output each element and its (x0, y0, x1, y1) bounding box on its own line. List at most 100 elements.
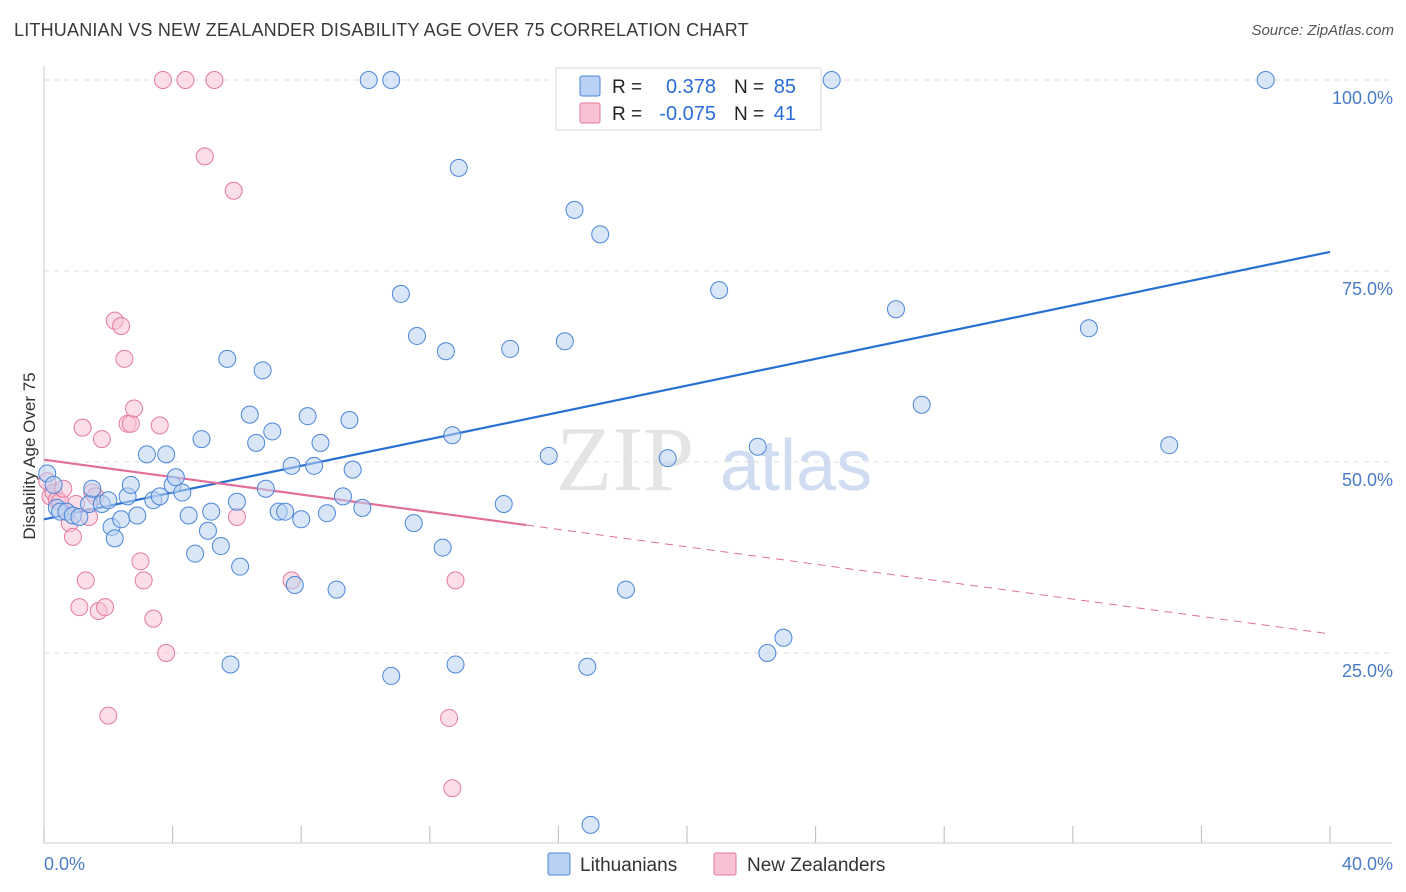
point-new-zealanders (446, 571, 465, 590)
point-lithuanians (44, 475, 63, 494)
point-lithuanians (436, 342, 455, 361)
point-new-zealanders (176, 71, 195, 89)
point-lithuanians (748, 437, 767, 456)
point-lithuanians (276, 502, 295, 521)
y-tick-label: 25.0% (1342, 661, 1393, 681)
point-new-zealanders (125, 399, 144, 418)
point-lithuanians (359, 71, 378, 89)
point-lithuanians (263, 422, 282, 441)
point-lithuanians (658, 449, 677, 468)
point-new-zealanders (70, 598, 89, 617)
point-lithuanians (218, 349, 237, 368)
point-lithuanians (112, 510, 131, 529)
point-lithuanians (407, 326, 426, 345)
point-new-zealanders (92, 430, 111, 449)
point-lithuanians (173, 483, 192, 502)
watermark-atlas: atlas (720, 426, 872, 506)
point-lithuanians (311, 433, 330, 452)
point-new-zealanders (144, 609, 163, 628)
x-tick-label: 0.0% (44, 854, 85, 874)
point-new-zealanders (150, 416, 169, 435)
y-tick-label: 100.0% (1332, 88, 1393, 108)
point-lithuanians (449, 158, 468, 177)
point-lithuanians (710, 281, 729, 300)
point-lithuanians (150, 487, 169, 506)
point-lithuanians (221, 655, 240, 674)
point-new-zealanders (121, 414, 140, 433)
point-lithuanians (298, 407, 317, 426)
point-lithuanians (822, 71, 841, 89)
point-lithuanians (192, 430, 211, 449)
point-lithuanians (70, 508, 89, 527)
point-lithuanians (202, 502, 221, 521)
legend-swatch-lithuanians (579, 75, 601, 97)
point-lithuanians (353, 498, 372, 517)
y-axis-label: Disability Age Over 75 (20, 372, 39, 539)
point-lithuanians (157, 445, 176, 464)
point-lithuanians (247, 433, 266, 452)
point-new-zealanders (63, 527, 82, 546)
legend-n-value-2: 41 (774, 103, 796, 125)
chart-title: LITHUANIAN VS NEW ZEALANDER DISABILITY A… (14, 20, 749, 40)
legend-n-label-1: N = (734, 77, 764, 98)
legend-n-label-2: N = (734, 104, 764, 125)
point-lithuanians (292, 510, 311, 529)
point-new-zealanders (157, 644, 176, 662)
point-lithuanians (83, 479, 102, 498)
point-lithuanians (912, 395, 931, 414)
point-lithuanians (1079, 319, 1098, 338)
point-lithuanians (285, 576, 304, 595)
bottom-legend-swatch-lithuanians (547, 852, 571, 876)
point-lithuanians (555, 332, 574, 351)
point-new-zealanders (96, 598, 115, 617)
point-lithuanians (105, 529, 124, 548)
legend-swatch-new-zealanders (579, 102, 601, 124)
point-lithuanians (179, 506, 198, 525)
point-lithuanians (404, 514, 423, 533)
point-new-zealanders (224, 181, 243, 200)
point-lithuanians (99, 491, 118, 510)
trend-lines (43, 250, 1331, 635)
point-new-zealanders (76, 571, 95, 590)
y-tick-label: 50.0% (1342, 470, 1393, 490)
point-lithuanians (758, 644, 777, 662)
point-lithuanians (446, 655, 465, 674)
point-lithuanians (591, 225, 610, 244)
point-lithuanians (198, 521, 217, 540)
point-new-zealanders (227, 508, 246, 527)
legend-r-value-1: 0.378 (666, 76, 716, 98)
point-lithuanians (1160, 436, 1179, 455)
legend-r-label-1: R = (612, 77, 642, 98)
point-lithuanians (137, 445, 156, 464)
point-lithuanians (128, 506, 147, 525)
point-lithuanians (340, 410, 359, 429)
trend-line-new-zealanders (43, 458, 527, 527)
point-new-zealanders (99, 706, 118, 725)
y-tick-label: 75.0% (1342, 279, 1393, 299)
point-new-zealanders (131, 552, 150, 571)
bottom-legend-new-zealanders: New Zealanders (747, 855, 885, 876)
legend-r-value-2: -0.075 (659, 103, 716, 125)
point-lithuanians (211, 537, 230, 556)
trend-line-new-zealanders-extension (526, 524, 1331, 635)
point-new-zealanders (440, 708, 459, 727)
point-lithuanians (382, 71, 401, 89)
point-new-zealanders (73, 418, 92, 437)
point-lithuanians (343, 460, 362, 479)
correlation-legend: R = 0.378 N = 85 R = -0.075 N = 41 (555, 67, 822, 131)
axes: 25.0% 50.0% 75.0% 100.0% 0.0% 40.0% (43, 66, 1393, 874)
data-points (38, 71, 1275, 834)
point-lithuanians (256, 479, 275, 498)
x-tick-label: 40.0% (1342, 854, 1393, 874)
source-label: Source: ZipAtlas.com (1251, 22, 1394, 39)
point-lithuanians (616, 580, 635, 599)
legend-r-label-2: R = (612, 104, 642, 125)
point-lithuanians (186, 544, 205, 563)
point-lithuanians (886, 300, 905, 319)
point-lithuanians (391, 284, 410, 303)
bottom-legend-lithuanians: Lithuanians (580, 855, 677, 876)
point-lithuanians (581, 815, 600, 834)
point-new-zealanders (153, 71, 172, 89)
point-new-zealanders (195, 147, 214, 166)
